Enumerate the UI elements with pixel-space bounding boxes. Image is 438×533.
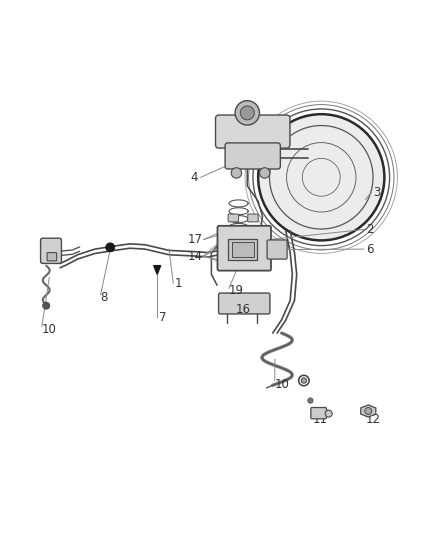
Circle shape: [301, 378, 307, 383]
Circle shape: [231, 168, 242, 178]
FancyBboxPatch shape: [215, 115, 290, 148]
Circle shape: [258, 114, 385, 240]
Text: 10: 10: [42, 323, 57, 336]
Text: 1: 1: [175, 277, 183, 289]
Text: 2: 2: [366, 223, 374, 236]
FancyBboxPatch shape: [228, 214, 239, 222]
Circle shape: [240, 106, 254, 120]
Circle shape: [308, 398, 313, 403]
Text: 7: 7: [159, 311, 166, 325]
FancyBboxPatch shape: [219, 293, 270, 314]
FancyBboxPatch shape: [248, 214, 258, 222]
FancyBboxPatch shape: [47, 253, 57, 261]
Polygon shape: [154, 265, 161, 274]
Circle shape: [325, 410, 332, 417]
FancyBboxPatch shape: [232, 242, 254, 257]
Circle shape: [365, 408, 372, 415]
FancyBboxPatch shape: [225, 143, 280, 169]
Text: 10: 10: [275, 377, 290, 391]
Text: 8: 8: [101, 292, 108, 304]
FancyBboxPatch shape: [311, 408, 326, 419]
Text: 17: 17: [187, 233, 202, 246]
Text: 14: 14: [187, 249, 202, 263]
Circle shape: [106, 243, 115, 252]
Circle shape: [43, 302, 49, 309]
Text: 12: 12: [366, 413, 381, 426]
Circle shape: [235, 101, 259, 125]
FancyBboxPatch shape: [267, 240, 287, 259]
FancyBboxPatch shape: [41, 238, 61, 263]
Text: 16: 16: [236, 303, 251, 316]
Text: 11: 11: [313, 413, 328, 426]
Text: 19: 19: [229, 285, 244, 297]
Circle shape: [259, 168, 270, 178]
Text: 3: 3: [374, 186, 381, 199]
FancyBboxPatch shape: [228, 239, 257, 261]
Text: 6: 6: [366, 243, 374, 256]
Polygon shape: [361, 405, 376, 417]
FancyBboxPatch shape: [218, 226, 271, 271]
Text: 4: 4: [191, 171, 198, 184]
